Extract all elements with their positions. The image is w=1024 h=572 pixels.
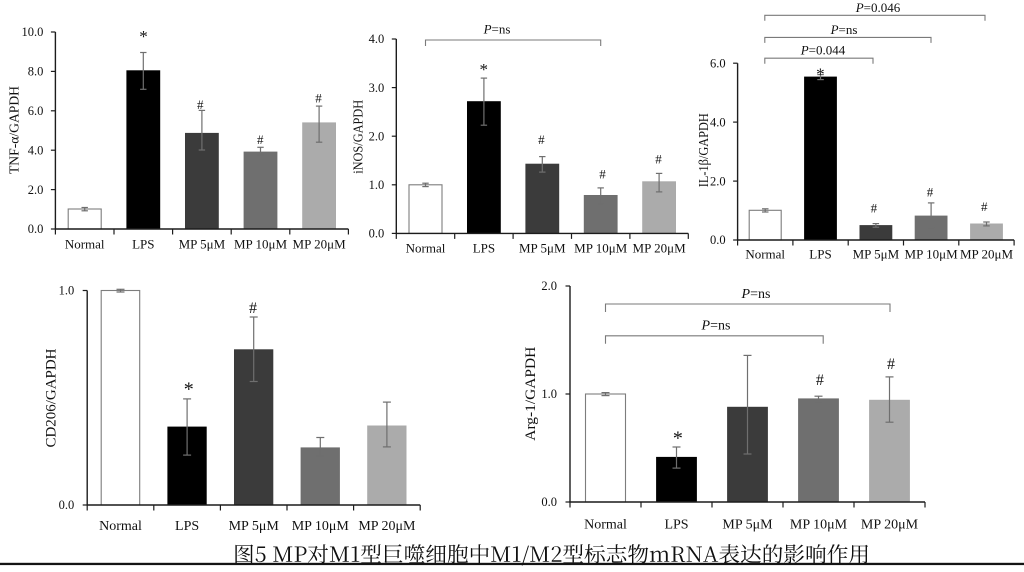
svg-text:Arg-1/GAPDH: Arg-1/GAPDH bbox=[523, 346, 539, 441]
svg-text:Normal: Normal bbox=[65, 237, 105, 252]
svg-text:MP 5μM: MP 5μM bbox=[722, 518, 773, 533]
svg-text:Normal: Normal bbox=[406, 241, 446, 256]
svg-text:TNF-α/GAPDH: TNF-α/GAPDH bbox=[6, 86, 21, 174]
svg-text:0.0: 0.0 bbox=[710, 233, 726, 247]
svg-text:CD206/GAPDH: CD206/GAPDH bbox=[44, 348, 60, 448]
svg-text:0.0: 0.0 bbox=[369, 227, 385, 241]
svg-text:#: # bbox=[927, 184, 934, 199]
svg-text:P=ns: P=ns bbox=[483, 22, 511, 37]
svg-text:P=0.046: P=0.046 bbox=[855, 0, 901, 15]
svg-text:6.0: 6.0 bbox=[28, 104, 44, 118]
svg-text:MP 5μM: MP 5μM bbox=[519, 241, 566, 256]
svg-text:2.0: 2.0 bbox=[541, 279, 557, 293]
svg-text:MP 10μM: MP 10μM bbox=[292, 519, 350, 534]
svg-text:#: # bbox=[538, 132, 545, 147]
svg-text:*: * bbox=[184, 379, 194, 401]
svg-text:*: * bbox=[480, 60, 489, 79]
svg-text:2.0: 2.0 bbox=[28, 183, 44, 197]
svg-text:4.0: 4.0 bbox=[28, 143, 44, 157]
svg-text:0.0: 0.0 bbox=[28, 222, 44, 236]
svg-text:MP 5μM: MP 5μM bbox=[853, 247, 900, 262]
svg-text:LPS: LPS bbox=[132, 237, 154, 252]
svg-text:*: * bbox=[139, 27, 148, 46]
svg-text:6.0: 6.0 bbox=[710, 56, 726, 70]
svg-text:0.0: 0.0 bbox=[541, 495, 557, 509]
svg-text:iNOS/GAPDH: iNOS/GAPDH bbox=[351, 100, 366, 174]
svg-text:10.0: 10.0 bbox=[22, 25, 44, 39]
svg-text:Normal: Normal bbox=[745, 247, 785, 262]
svg-text:LPS: LPS bbox=[664, 518, 688, 533]
svg-text:LPS: LPS bbox=[809, 247, 831, 262]
svg-text:LPS: LPS bbox=[175, 519, 199, 534]
svg-text:3.0: 3.0 bbox=[369, 81, 385, 95]
svg-text:P=ns: P=ns bbox=[701, 319, 731, 334]
svg-text:4.0: 4.0 bbox=[369, 32, 385, 46]
svg-text:MP 10μM: MP 10μM bbox=[574, 241, 628, 256]
svg-text:IL-1β/GAPDH: IL-1β/GAPDH bbox=[696, 113, 711, 187]
svg-text:#: # bbox=[315, 90, 322, 105]
svg-text:#: # bbox=[599, 167, 606, 182]
svg-text:2.0: 2.0 bbox=[369, 129, 385, 143]
svg-text:1.0: 1.0 bbox=[59, 284, 75, 298]
svg-text:#: # bbox=[655, 152, 662, 167]
svg-text:#: # bbox=[257, 132, 264, 147]
svg-text:*: * bbox=[673, 428, 683, 450]
svg-text:MP 20μM: MP 20μM bbox=[633, 241, 687, 256]
svg-text:Normal: Normal bbox=[584, 518, 627, 533]
svg-text:MP 10μM: MP 10μM bbox=[905, 247, 959, 262]
svg-text:1.0: 1.0 bbox=[369, 178, 385, 192]
svg-text:LPS: LPS bbox=[473, 241, 495, 256]
svg-text:0.0: 0.0 bbox=[59, 498, 75, 512]
svg-text:*: * bbox=[816, 64, 825, 83]
svg-text:1.0: 1.0 bbox=[541, 387, 557, 401]
svg-text:#: # bbox=[816, 372, 824, 389]
svg-text:MP 10μM: MP 10μM bbox=[234, 237, 288, 252]
svg-text:MP 20μM: MP 20μM bbox=[960, 247, 1014, 262]
svg-text:MP 20μM: MP 20μM bbox=[358, 519, 416, 534]
svg-text:MP 5μM: MP 5μM bbox=[229, 519, 280, 534]
svg-text:MP 5μM: MP 5μM bbox=[179, 237, 226, 252]
svg-text:Normal: Normal bbox=[99, 519, 142, 534]
svg-text:MP 10μM: MP 10μM bbox=[790, 518, 848, 533]
svg-text:2.0: 2.0 bbox=[710, 174, 726, 188]
svg-text:#: # bbox=[887, 356, 895, 373]
svg-text:P=ns: P=ns bbox=[741, 287, 771, 302]
svg-text:#: # bbox=[871, 200, 878, 215]
svg-text:MP 20μM: MP 20μM bbox=[861, 518, 919, 533]
svg-text:P=0.044: P=0.044 bbox=[800, 43, 846, 58]
svg-text:#: # bbox=[249, 300, 257, 317]
svg-text:#: # bbox=[197, 97, 204, 112]
svg-text:4.0: 4.0 bbox=[710, 115, 726, 129]
svg-text:#: # bbox=[981, 199, 988, 214]
svg-text:MP 20μM: MP 20μM bbox=[293, 237, 347, 252]
svg-text:8.0: 8.0 bbox=[28, 65, 44, 79]
svg-text:P=ns: P=ns bbox=[830, 22, 858, 37]
